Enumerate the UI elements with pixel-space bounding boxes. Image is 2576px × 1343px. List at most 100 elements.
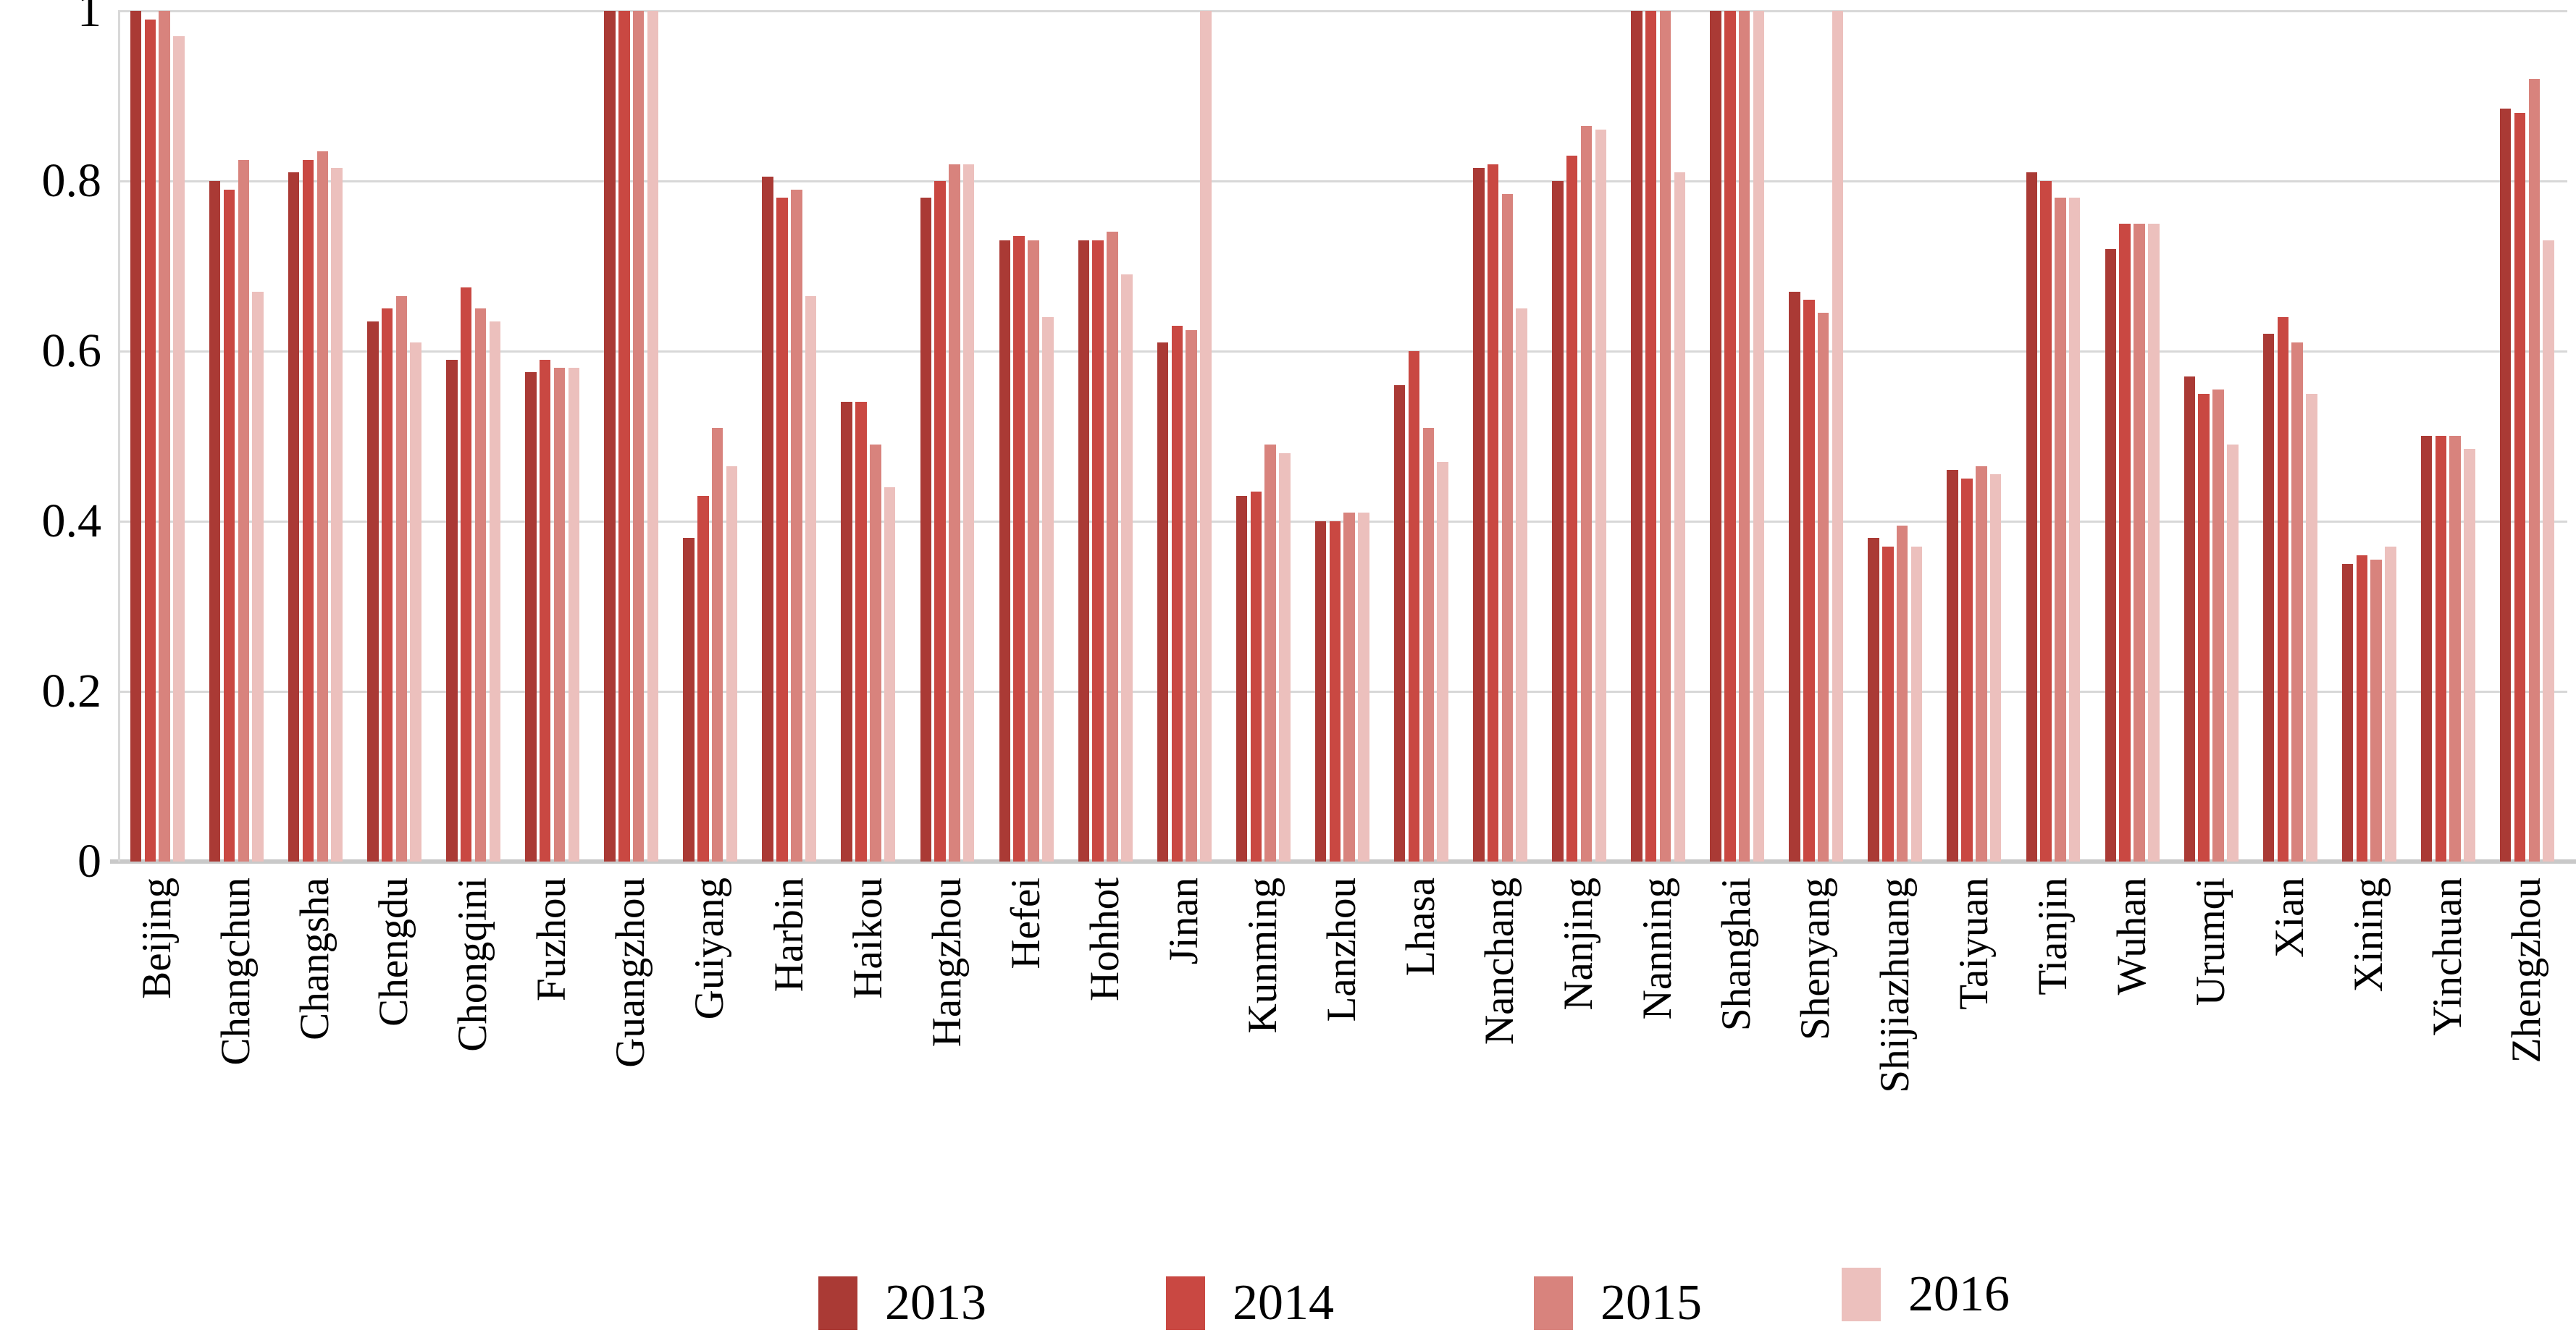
x-axis-category-text: Changchun — [213, 877, 259, 1066]
x-axis-category-text: Changsha — [292, 877, 337, 1040]
bar-2015-guiyang — [711, 428, 723, 862]
legend-label-2013: 2013 — [885, 1275, 986, 1331]
x-axis-category-text: Shenyang — [1792, 877, 1838, 1040]
bar-2016-hefei — [1042, 317, 1054, 862]
bar-2016-zhengzhou — [2543, 240, 2554, 862]
x-axis-category-text: Hefei — [1003, 877, 1049, 969]
bar-2016-tianjin — [2068, 198, 2081, 862]
bar-2014-guiyang — [697, 496, 709, 862]
bar-2013-hohhot — [1078, 240, 1090, 862]
bar-2016-chengdu — [410, 342, 421, 862]
x-axis-category-text: Yinchuan — [2425, 877, 2470, 1036]
bar-2014-zhengzhou — [2514, 113, 2526, 862]
bar-2016-xining — [2385, 547, 2396, 862]
bar-2015-hangzhou — [949, 164, 960, 862]
x-axis-category-text: Shijiazhuang — [1872, 877, 1918, 1093]
x-axis-category-text: Beijing — [134, 877, 180, 999]
bar-2013-shijiazhuang — [1868, 538, 1879, 862]
bar-2015-taiyuan — [1976, 466, 1987, 862]
bar-2013-beijing — [130, 11, 142, 862]
x-axis-category-text: Tianjin — [2030, 877, 2076, 995]
bar-2013-guiyang — [683, 538, 695, 862]
bar-2015-wuhan — [2134, 224, 2145, 862]
bar-2014-shijiazhuang — [1882, 547, 1894, 862]
gridline — [118, 691, 2567, 693]
bar-2015-chengdu — [395, 296, 408, 862]
bar-2014-shanghai — [1724, 11, 1736, 862]
bar-2013-xining — [2341, 564, 2354, 862]
x-axis-category-text: Nanjing — [1556, 877, 1601, 1011]
bar-2016-shanghai — [1753, 11, 1765, 862]
y-axis-tick-label: 0.4 — [41, 494, 102, 547]
bar-2013-nanning — [1631, 11, 1642, 862]
bar-2016-haikou — [884, 487, 896, 862]
bar-2013-chengdu — [367, 321, 379, 862]
x-axis-category-text: Guiyang — [687, 877, 732, 1020]
bar-2013-chongqini — [446, 360, 458, 862]
bar-2014-nanjing — [1566, 156, 1578, 862]
bar-2013-haikou — [841, 402, 852, 862]
bar-2013-tianjin — [2026, 172, 2037, 862]
bar-2016-fuzhou — [568, 368, 579, 862]
x-axis-category-text: Haikou — [845, 877, 891, 999]
gridline — [118, 10, 2567, 12]
bar-2015-harbin — [791, 190, 802, 862]
x-axis-category-text: Nanning — [1635, 877, 1680, 1020]
bar-2014-taiyuan — [1961, 479, 1973, 862]
bar-2014-haikou — [855, 402, 867, 862]
gridline — [118, 521, 2567, 523]
bar-2013-nanjing — [1552, 181, 1564, 862]
bar-2013-jinan — [1157, 342, 1169, 862]
gridline — [118, 350, 2567, 353]
bar-2013-shenyang — [1789, 292, 1800, 862]
bar-2014-shenyang — [1803, 300, 1815, 862]
bar-2015-chongqini — [474, 308, 487, 862]
bar-2013-lhasa — [1393, 385, 1406, 862]
gridline — [118, 180, 2567, 182]
bar-2014-fuzhou — [539, 360, 551, 862]
bar-2016-hangzhou — [962, 164, 975, 862]
bar-2014-yinchuan — [2435, 436, 2447, 862]
bar-2014-chongqini — [460, 287, 472, 862]
bar-2013-changsha — [288, 172, 300, 862]
bar-2015-xining — [2370, 560, 2382, 862]
x-axis-category-text: Guangzhou — [608, 877, 653, 1068]
legend-swatch-2014 — [1166, 1276, 1205, 1330]
bar-2016-yinchuan — [2464, 449, 2475, 862]
bar-2016-xian — [2306, 394, 2317, 862]
bar-2015-zhengzhou — [2528, 79, 2540, 862]
bar-2015-beijing — [159, 11, 170, 862]
legend-item-2013: 2013 — [818, 1276, 986, 1330]
bar-2013-yinchuan — [2420, 436, 2433, 862]
bar-2016-changchun — [252, 292, 264, 862]
bar-2014-chengdu — [381, 308, 393, 862]
bar-2013-taiyuan — [1947, 470, 1958, 862]
bar-2016-taiyuan — [1989, 474, 2002, 862]
bar-2015-guangzhou — [632, 11, 645, 862]
bar-2015-jinan — [1186, 330, 1197, 862]
bar-2016-nanning — [1674, 172, 1685, 862]
y-axis-tick-label: 1 — [77, 0, 101, 37]
bar-2013-urumqi — [2183, 376, 2196, 862]
legend-item-2016: 2016 — [1842, 1268, 2010, 1321]
bar-2014-wuhan — [2119, 224, 2131, 862]
bar-2013-harbin — [762, 177, 773, 862]
bar-2014-changsha — [302, 160, 314, 862]
bar-2015-shenyang — [1817, 313, 1829, 862]
bar-2015-fuzhou — [553, 368, 566, 862]
y-axis-tick-label: 0.8 — [41, 154, 102, 207]
bar-2013-nanchang — [1473, 168, 1485, 862]
x-axis-category-text: Harbin — [766, 877, 812, 993]
x-axis-category-text: Taiyuan — [1951, 877, 1997, 1010]
legend-label-2016: 2016 — [1908, 1266, 2010, 1322]
bar-2013-xian — [2262, 334, 2275, 862]
bar-2015-lhasa — [1422, 428, 1434, 862]
bar-2014-hefei — [1013, 236, 1025, 862]
bar-2014-kunming — [1250, 492, 1262, 862]
legend-swatch-2013 — [818, 1276, 857, 1330]
bar-2014-xining — [2356, 555, 2368, 862]
bar-2015-hefei — [1028, 240, 1039, 862]
bar-2013-guangzhou — [604, 11, 616, 862]
